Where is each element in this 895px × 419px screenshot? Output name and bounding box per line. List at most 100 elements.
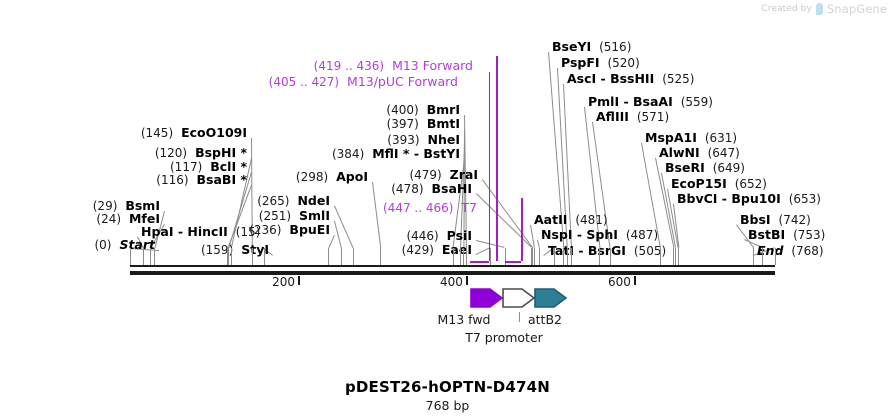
- enzyme-name: BsmI: [125, 198, 160, 213]
- cut-site-tick: [352, 248, 354, 265]
- enzyme-label[interactable]: BbvCI - Bpu10I (653): [677, 192, 821, 206]
- enzyme-name: End: [757, 243, 784, 258]
- enzyme-label[interactable]: AscI - BssHII (525): [567, 72, 694, 86]
- sequence-length: 768 bp: [425, 398, 470, 413]
- enzyme-name: BstBI: [748, 227, 786, 242]
- enzyme-position: (251): [258, 209, 292, 223]
- enzyme-name: MfeI: [128, 211, 160, 226]
- cut-site-tick: [452, 248, 454, 265]
- cut-site-tick: [328, 248, 330, 265]
- enzyme-position: (571): [636, 110, 670, 124]
- primer-span-bar: [505, 261, 522, 263]
- enzyme-position: (120): [154, 146, 188, 160]
- enzyme-label[interactable]: BseYI (516): [552, 40, 631, 54]
- enzyme-label[interactable]: (251) SmlI: [259, 209, 330, 223]
- enzyme-label[interactable]: AlwNI (647): [659, 146, 740, 160]
- enzyme-position: (649): [712, 161, 745, 175]
- enzyme-position: (481): [575, 213, 608, 227]
- enzyme-position: (446): [406, 229, 439, 243]
- cut-site-tick: [142, 248, 144, 265]
- enzyme-label[interactable]: BbsI (742): [740, 213, 811, 227]
- enzyme-label[interactable]: (116) BsaBI *: [156, 173, 247, 187]
- enzyme-label[interactable]: HpaI - HincII (15): [141, 225, 260, 239]
- enzyme-label[interactable]: EcoP15I (652): [671, 177, 767, 191]
- enzyme-position: (384): [331, 147, 365, 161]
- enzyme-leader-line: [334, 205, 354, 248]
- cut-site-tick: [504, 248, 506, 265]
- enzyme-label[interactable]: (24) MfeI: [96, 212, 160, 226]
- enzyme-leader-line: [476, 240, 505, 248]
- ruler-label: 200: [272, 275, 295, 289]
- enzyme-position: (653): [788, 192, 821, 206]
- enzyme-label[interactable]: AatII (481): [534, 213, 608, 227]
- enzyme-leader-line: [328, 235, 335, 249]
- enzyme-label[interactable]: TatI - BsrGI (505): [548, 244, 666, 258]
- enzyme-label[interactable]: (446) PsiI: [406, 229, 472, 243]
- enzyme-label[interactable]: (478) BsaHI: [391, 182, 472, 196]
- enzyme-label[interactable]: (120) BspHI *: [155, 146, 247, 160]
- primer-name: M13 Forward: [392, 58, 473, 73]
- enzyme-label[interactable]: (236) BpuEI: [249, 223, 330, 237]
- enzyme-leader-line: [372, 181, 382, 248]
- enzyme-position: (236): [249, 223, 282, 237]
- enzyme-label[interactable]: (117) BclI *: [170, 160, 247, 174]
- cut-site-tick: [150, 248, 152, 265]
- primer-label[interactable]: (447 .. 466) T7: [383, 201, 477, 215]
- enzyme-name: BclI *: [210, 159, 247, 174]
- feature-stem-line: [519, 312, 520, 322]
- enzyme-label[interactable]: (429) EaeI: [402, 243, 472, 257]
- enzyme-label[interactable]: (384) MflI * - BstYI: [332, 147, 460, 161]
- enzyme-leader-line: [334, 220, 342, 248]
- enzyme-label[interactable]: MspA1I (631): [645, 131, 737, 145]
- enzyme-name: BsaHI: [431, 181, 472, 196]
- enzyme-label[interactable]: BseRI (649): [665, 161, 745, 175]
- enzyme-name: HpaI - HincII: [141, 224, 228, 239]
- enzyme-position: (24): [96, 212, 122, 226]
- enzyme-label[interactable]: (145) EcoO109I: [141, 126, 247, 140]
- enzyme-label[interactable]: End (768): [757, 244, 824, 258]
- enzyme-label[interactable]: (159) StyI: [201, 243, 269, 257]
- cut-site-tick: [531, 248, 533, 265]
- enzyme-position: (487): [625, 228, 659, 242]
- primer-label[interactable]: (419 .. 436) M13 Forward: [314, 59, 473, 73]
- enzyme-label[interactable]: NspI - SphI (487): [541, 228, 658, 242]
- enzyme-position: (753): [793, 228, 826, 242]
- enzyme-label[interactable]: PspFI (520): [561, 56, 640, 70]
- cut-site-tick: [230, 248, 232, 265]
- enzyme-position: (265): [257, 194, 290, 208]
- enzyme-name: AflIII: [596, 109, 629, 124]
- enzyme-label[interactable]: (479) ZraI: [409, 168, 478, 182]
- enzyme-name: PspFI: [561, 55, 600, 70]
- primer-drop-line: [488, 72, 491, 261]
- feature-arrow-attb2[interactable]: [534, 286, 568, 310]
- cut-site-tick: [678, 248, 680, 265]
- enzyme-name: BmtI: [426, 116, 460, 131]
- primer-label[interactable]: (405 .. 427) M13/pUC Forward: [269, 75, 458, 89]
- enzyme-name: PsiI: [446, 228, 472, 243]
- feature-label: M13 fwd: [437, 312, 491, 327]
- enzyme-label[interactable]: (0) Start: [94, 238, 155, 252]
- enzyme-position: (525): [662, 72, 695, 86]
- enzyme-label[interactable]: (393) NheI: [387, 133, 460, 147]
- enzyme-name: BpuEI: [289, 222, 330, 237]
- enzyme-label[interactable]: (265) NdeI: [257, 194, 330, 208]
- enzyme-label[interactable]: AflIII (571): [596, 110, 669, 124]
- enzyme-position: (116): [156, 173, 189, 187]
- enzyme-name: MflI * - BstYI: [372, 146, 460, 161]
- enzyme-label[interactable]: PmlI - BsaAI (559): [588, 95, 713, 109]
- primer-range: (419 .. 436): [313, 59, 385, 73]
- enzyme-label[interactable]: (298) ApoI: [296, 170, 368, 184]
- feature-arrow-t7-promoter[interactable]: [502, 286, 536, 310]
- cut-site-tick: [154, 248, 156, 265]
- enzyme-label[interactable]: (29) BsmI: [93, 199, 160, 213]
- enzyme-label[interactable]: (400) BmrI: [386, 103, 460, 117]
- enzyme-position: (429): [401, 243, 434, 257]
- enzyme-name: NspI - SphI: [541, 227, 618, 242]
- enzyme-name: ApoI: [336, 169, 368, 184]
- feature-arrow-m13-fwd[interactable]: [470, 286, 504, 310]
- cut-site-tick: [570, 248, 572, 265]
- watermark-prefix: Created by: [761, 4, 812, 14]
- enzyme-label[interactable]: (397) BmtI: [387, 117, 460, 131]
- backbone-bottom-line: [130, 271, 775, 275]
- enzyme-label[interactable]: BstBI (753): [748, 228, 825, 242]
